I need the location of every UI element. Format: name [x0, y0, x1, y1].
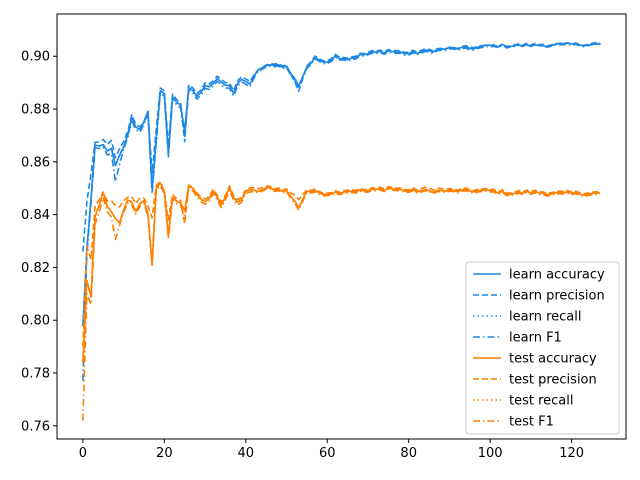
legend-label: learn accuracy — [509, 268, 605, 283]
legend-label: test accuracy — [509, 352, 597, 367]
plot-frame — [56, 13, 627, 440]
legend-label: test F1 — [509, 415, 554, 430]
x-tick-label: 0 — [79, 446, 87, 461]
series-line-learn-precision — [82, 41, 601, 252]
series-line-learn-f1 — [82, 43, 601, 381]
y-tick-label: 0.86 — [21, 155, 50, 170]
x-tick-label: 40 — [238, 446, 255, 461]
y-tick-label: 0.90 — [21, 50, 50, 65]
y-tick-label: 0.84 — [21, 208, 50, 223]
y-tick-label: 0.78 — [21, 367, 50, 382]
legend-label: learn F1 — [509, 331, 562, 346]
x-axis: 0 20 40 60 80 100 120 — [79, 439, 584, 461]
legend-box — [465, 261, 620, 435]
y-tick-label: 0.88 — [21, 103, 50, 118]
x-tick-label: 100 — [478, 446, 503, 461]
y-tick-label: 0.76 — [21, 419, 50, 434]
legend-label: learn precision — [509, 289, 605, 304]
y-tick-label: 0.82 — [21, 261, 50, 276]
series-line-test-f1 — [82, 184, 601, 421]
x-tick-label: 80 — [400, 446, 417, 461]
legend: learn accuracy learn precision learn recal… — [465, 261, 620, 435]
series-layer — [82, 41, 601, 421]
y-axis: 0.76 0.78 0.80 0.82 0.84 0.86 0.88 0.90 — [21, 50, 57, 434]
x-tick-label: 20 — [156, 446, 173, 461]
series-line-test-precision — [82, 180, 601, 347]
y-tick-label: 0.80 — [21, 314, 50, 329]
legend-label: test recall — [509, 394, 574, 409]
legend-label: learn recall — [509, 310, 581, 325]
legend-label: test precision — [509, 373, 597, 388]
x-tick-label: 120 — [559, 446, 584, 461]
x-tick-label: 60 — [319, 446, 336, 461]
